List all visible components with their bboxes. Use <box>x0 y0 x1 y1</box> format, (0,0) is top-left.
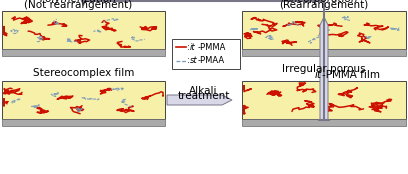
Text: it: it <box>315 70 322 80</box>
Text: treatment: treatment <box>177 91 230 101</box>
FancyArrow shape <box>320 17 328 120</box>
Text: Alkali: Alkali <box>189 86 218 96</box>
Bar <box>2 49 165 56</box>
Bar <box>2 81 165 119</box>
Bar <box>242 81 406 119</box>
Bar <box>172 39 240 69</box>
Bar <box>2 11 165 49</box>
Bar <box>242 119 406 126</box>
Text: :: : <box>187 43 190 52</box>
Bar <box>2 119 165 126</box>
Text: Polymerization: Polymerization <box>40 0 117 4</box>
Text: -PMAA: -PMAA <box>198 56 225 65</box>
Text: Irregular porous: Irregular porous <box>282 64 366 74</box>
Text: -PMMA film: -PMMA film <box>322 70 380 80</box>
Text: st: st <box>190 56 197 65</box>
FancyArrow shape <box>167 95 232 105</box>
Text: (Not rearrangement): (Not rearrangement) <box>24 0 133 10</box>
Text: (Rearrangement): (Rearrangement) <box>279 0 368 10</box>
Text: it: it <box>190 43 195 52</box>
Text: :: : <box>187 56 190 65</box>
Text: -PMMA: -PMMA <box>198 43 226 52</box>
Text: Incorporation: Incorporation <box>289 0 359 4</box>
Bar <box>242 11 406 49</box>
Bar <box>242 49 406 56</box>
Text: Stereocomplex film: Stereocomplex film <box>33 68 134 78</box>
